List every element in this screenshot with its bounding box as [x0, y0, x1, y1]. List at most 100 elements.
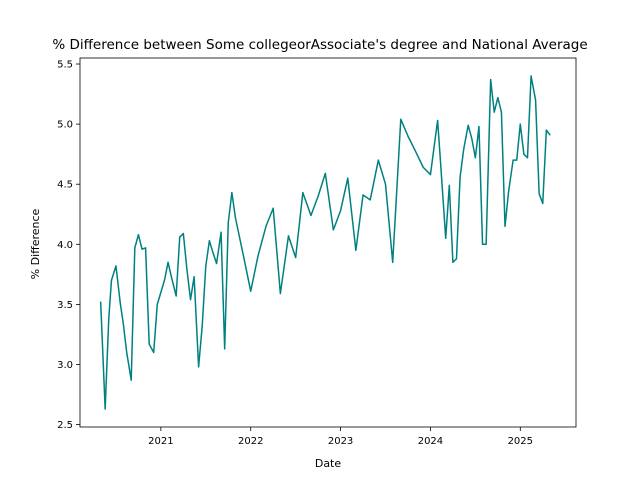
data-point [440, 171, 442, 173]
data-point [324, 172, 326, 174]
data-point [526, 157, 529, 159]
data-point [250, 290, 252, 292]
data-point [545, 129, 547, 131]
chart-title: % Difference between Some collegeorAssoc… [52, 37, 587, 53]
data-point [384, 183, 387, 185]
x-axis-label: Date [315, 457, 342, 470]
data-point [445, 237, 447, 239]
data-point [175, 295, 177, 297]
x-tick-label: 2025 [508, 436, 533, 447]
data-point [463, 148, 465, 150]
data-point [362, 194, 364, 196]
data-point [122, 321, 124, 324]
y-tick-label: 2.5 [57, 420, 73, 431]
data-point [493, 111, 495, 113]
data-point [392, 261, 394, 263]
data-point [160, 291, 162, 293]
data-point [332, 229, 334, 231]
data-point [497, 97, 499, 99]
data-point [485, 243, 487, 245]
y-tick-label: 4.5 [57, 180, 73, 191]
data-point [272, 207, 274, 209]
data-point [265, 225, 267, 227]
data-point [186, 268, 188, 271]
data-point [224, 348, 226, 350]
data-point [459, 176, 461, 178]
data-point [104, 408, 106, 410]
data-point [530, 75, 532, 77]
data-point [163, 279, 166, 281]
data-point [193, 276, 195, 278]
data-point [257, 255, 259, 257]
data-point [474, 157, 476, 159]
data-point [355, 249, 357, 251]
data-point [167, 261, 169, 263]
data-point [231, 192, 233, 194]
data-point [189, 298, 192, 301]
data-point [549, 134, 551, 136]
y-axis-label: % Difference [29, 208, 42, 279]
data-point [287, 235, 290, 237]
data-point [171, 277, 173, 279]
data-point [422, 166, 424, 168]
data-point [414, 149, 416, 152]
data-point [215, 262, 218, 265]
data-point [519, 123, 521, 125]
data-point [452, 261, 454, 263]
data-point [437, 119, 439, 122]
data-point [504, 225, 506, 227]
data-point [407, 135, 409, 137]
data-point [141, 248, 143, 250]
data-point [400, 118, 402, 120]
data-point [295, 256, 297, 259]
data-point [471, 137, 473, 140]
y-axis-ticks: 2.5 3.0 3.5 4.0 4.5 5.0 5.5 [57, 60, 80, 431]
data-point [115, 265, 117, 267]
data-point [448, 184, 450, 187]
series-line [99, 75, 551, 410]
data-point [126, 351, 128, 354]
data-point [110, 279, 113, 281]
series-layer [99, 75, 551, 410]
data-point [538, 193, 540, 195]
data-point [153, 351, 155, 354]
data-point [508, 190, 510, 193]
data-point [144, 247, 147, 249]
data-point [279, 292, 281, 295]
y-tick-label: 3.0 [57, 360, 73, 371]
data-point [317, 195, 319, 197]
data-point [302, 192, 304, 194]
data-point [242, 255, 245, 257]
data-point [220, 231, 222, 233]
data-point [227, 222, 229, 224]
y-tick-label: 4.0 [57, 240, 73, 251]
x-tick-label: 2021 [148, 436, 173, 447]
data-point [100, 301, 102, 303]
data-point [467, 124, 469, 126]
data-point [137, 234, 140, 236]
data-point [347, 177, 349, 179]
data-point [205, 265, 207, 267]
data-point [108, 318, 110, 320]
y-tick-label: 3.5 [57, 300, 73, 311]
data-point [134, 247, 136, 249]
data-point [500, 111, 503, 113]
data-point [182, 232, 184, 235]
data-point [208, 240, 210, 242]
x-axis-ticks: 2021 2022 2023 2024 2025 [148, 427, 533, 447]
data-point [179, 236, 181, 238]
data-point [377, 159, 379, 161]
data-point [455, 258, 458, 260]
data-point [512, 159, 514, 161]
data-point [516, 159, 518, 161]
data-point [369, 199, 371, 201]
data-point [542, 202, 544, 205]
data-point [156, 303, 158, 306]
data-point [478, 125, 480, 128]
data-point [130, 379, 132, 381]
y-tick-label: 5.5 [57, 60, 73, 71]
data-point [234, 217, 237, 219]
data-point [212, 252, 214, 254]
data-point [119, 303, 122, 306]
